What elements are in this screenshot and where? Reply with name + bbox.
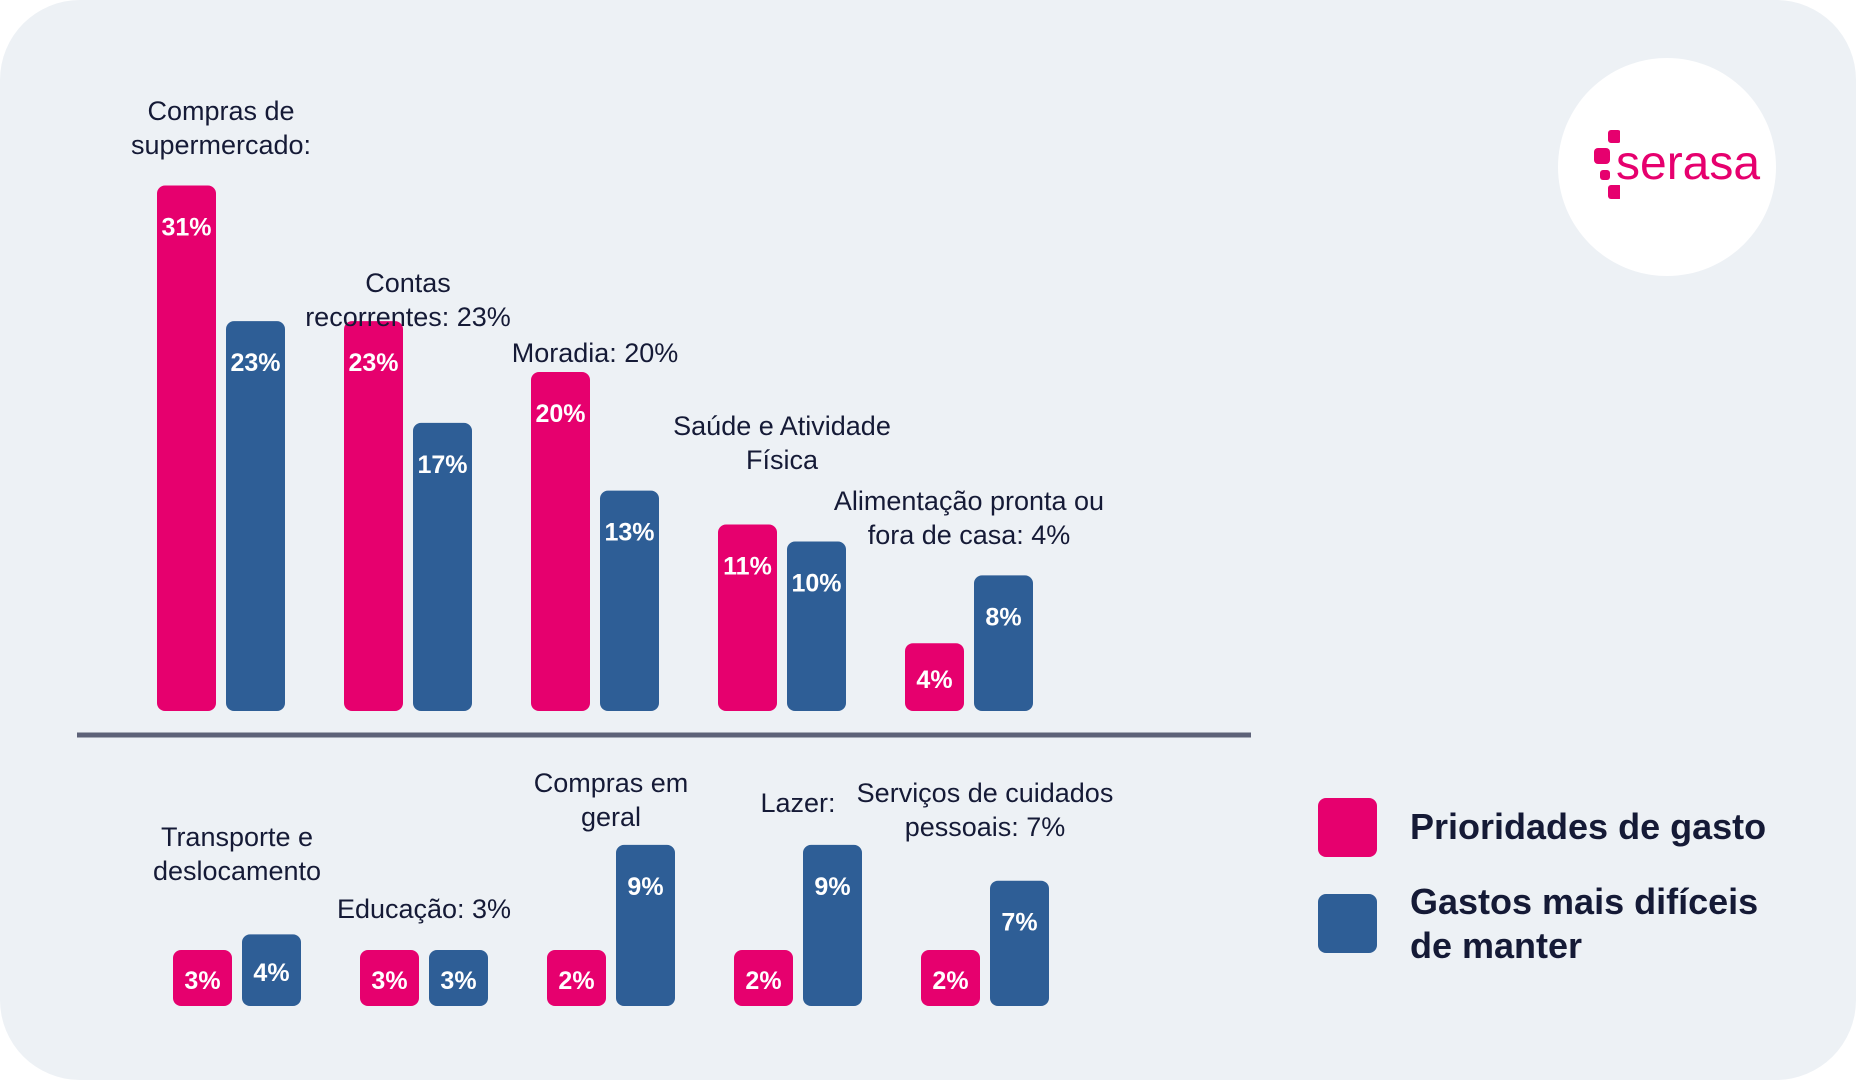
category-label: Saúde e Atividade Física [673,411,891,475]
serasa-dots-icon [1594,130,1620,199]
bar-prioridades [905,643,964,711]
bar-value-label: 4% [253,959,289,987]
bars-layer: 31% 23% 23% 17% 20% 13% 11% 10% 4% 8% 3% 4% 3% 3% 2% 9%… [157,185,1049,1006]
bar-prioridades [734,950,793,1006]
bar-prioridades [344,321,403,711]
bar-value-label: 23% [348,349,398,377]
bar-value-label: 7% [1001,909,1037,937]
bar-prioridades [173,950,232,1006]
category-label: Moradia: 20% [512,338,679,368]
bar-value-label: 2% [932,967,968,995]
bar-value-label: 3% [184,967,220,995]
category-label: Alimentação pronta ou fora de casa: 4% [834,486,1104,550]
bar-prioridades [360,950,419,1006]
bar-value-label: 23% [230,349,280,377]
legend-item-prioridades: Prioridades de gasto [1318,798,1790,857]
bar-value-label: 10% [791,570,841,598]
bar-prioridades [531,372,590,711]
serasa-logo-text: serasa [1616,137,1761,190]
category-label: Lazer: [760,788,835,818]
legend-item-dificeis: Gastos mais difíceis de manter [1318,881,1790,968]
bar-value-label: 4% [916,666,952,694]
bar-value-label: 3% [440,967,476,995]
bar-dificeis [413,422,472,711]
category-label: Compras de supermercado: [131,96,311,160]
serasa-logo-badge [1558,58,1776,276]
category-label: Contas recorrentes: 23% [305,268,511,332]
bar-dificeis [787,541,846,711]
bar-prioridades [547,950,606,1006]
legend-label: Prioridades de gasto [1410,806,1767,847]
bar-dificeis [803,844,862,1006]
legend-swatch-blue [1318,894,1377,953]
bar-prioridades [157,185,216,712]
bar-dificeis [616,844,675,1006]
bar-value-label: 20% [535,400,585,428]
legend-label: Gastos mais difíceis de manter [1410,881,1759,966]
bar-dificeis [990,880,1049,1006]
category-labels-layer: Compras de supermercado: Contas recorrentes… [131,96,1113,924]
bar-value-label: 8% [985,603,1021,631]
bar-value-label: 17% [417,451,467,479]
bar-value-label: 2% [745,967,781,995]
bar-prioridades [921,950,980,1006]
bar-dificeis [600,490,659,711]
bar-value-label: 3% [371,967,407,995]
category-label: Serviços de cuidados pessoais: 7% [857,778,1114,842]
bar-value-label: 9% [627,873,663,901]
category-label: Transporte e deslocamento [153,822,321,886]
category-label: Compras em geral [534,768,689,832]
bar-value-label: 11% [723,553,772,581]
bar-dificeis [429,950,488,1006]
bar-dificeis [242,934,301,1006]
category-label: Educação: 3% [337,894,511,924]
legend-swatch-pink [1318,798,1377,857]
bar-prioridades [718,524,777,711]
bar-value-label: 2% [558,967,594,995]
bar-dificeis [226,321,285,711]
bar-value-label: 9% [814,873,850,901]
bar-value-label: 13% [604,519,654,547]
bar-value-label: 31% [161,214,211,242]
bar-dificeis [974,575,1033,711]
